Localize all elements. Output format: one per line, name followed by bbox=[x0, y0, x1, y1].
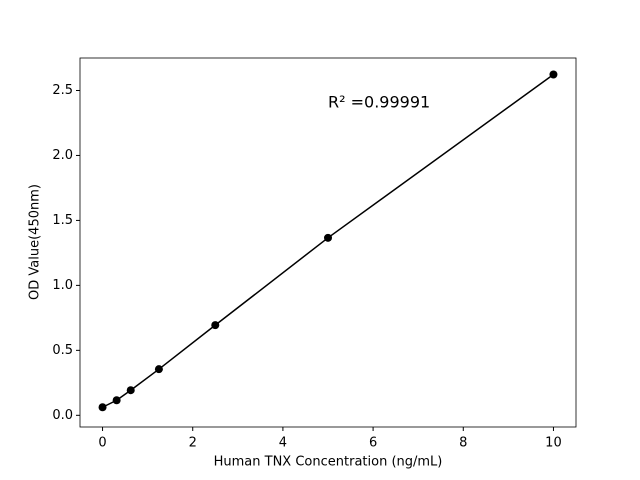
y-axis-label: OD Value(450nm) bbox=[28, 184, 43, 300]
data-point bbox=[98, 403, 107, 412]
x-tick-label: 8 bbox=[459, 436, 467, 451]
x-tick-label: 2 bbox=[189, 436, 197, 451]
x-tick-label: 4 bbox=[279, 436, 287, 451]
y-tick-label: 0.5 bbox=[52, 343, 73, 358]
data-point bbox=[549, 70, 558, 79]
annotation: R² =0.99991 bbox=[328, 93, 430, 112]
x-tick-label: 0 bbox=[98, 436, 106, 451]
data-point bbox=[112, 396, 121, 405]
x-tick-label: 6 bbox=[369, 436, 377, 451]
data-point bbox=[154, 365, 163, 374]
data-point bbox=[211, 321, 220, 330]
y-tick-label: 1.0 bbox=[52, 278, 73, 293]
data-point bbox=[126, 386, 135, 395]
x-tick-label: 10 bbox=[545, 436, 562, 451]
data-point bbox=[324, 233, 332, 242]
y-tick-label: 0.0 bbox=[52, 408, 73, 423]
x-axis-label: Human TNX Concentration (ng/mL) bbox=[214, 455, 443, 470]
y-tick-label: 2.0 bbox=[52, 148, 73, 163]
y-tick-label: 1.5 bbox=[52, 213, 73, 228]
plot-frame bbox=[79, 57, 577, 428]
y-tick-label: 2.5 bbox=[52, 83, 73, 98]
